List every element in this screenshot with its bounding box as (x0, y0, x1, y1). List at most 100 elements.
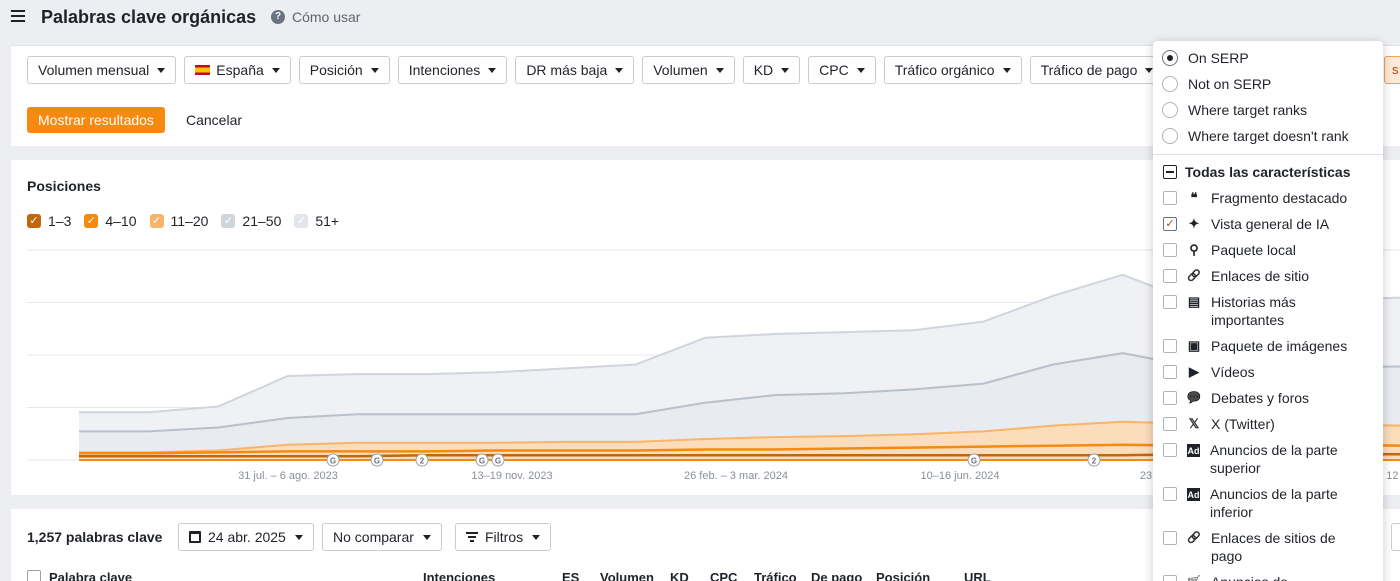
filter-country[interactable]: España (184, 56, 291, 84)
radio-label: Where target ranks (1188, 102, 1308, 118)
feature-checkbox[interactable] (1163, 191, 1177, 205)
ad-top-icon: Ad (1187, 444, 1200, 457)
serp-feature-option[interactable]: 💬 Debates y foros (1163, 389, 1351, 407)
column-header[interactable]: Intenciones (423, 570, 496, 581)
legend-checkbox[interactable]: ✓ (84, 214, 99, 228)
legend-item[interactable]: ✓ 1–3 (27, 213, 71, 229)
cancel-button[interactable]: Cancelar (186, 112, 243, 128)
filter-monthly-volume[interactable]: Volumen mensual (27, 56, 177, 84)
all-features-option[interactable]: Todas las características (1163, 163, 1351, 181)
legend-checkbox[interactable]: ✓ (221, 214, 236, 228)
serp-feature-option[interactable]: 𝕏 X (Twitter) (1163, 415, 1351, 433)
column-header[interactable]: URL (964, 570, 991, 581)
annotation-marker (415, 453, 429, 467)
legend-checkbox[interactable]: ✓ (27, 214, 41, 228)
feature-checkbox[interactable] (1163, 487, 1177, 501)
feature-checkbox[interactable] (1163, 575, 1177, 581)
x-axis-label: 26 feb. – 3 mar. 2024 (684, 470, 788, 482)
show-results-button[interactable]: Mostrar resultados (27, 107, 165, 133)
feature-checkbox[interactable] (1163, 417, 1177, 431)
filter-intents[interactable]: Intenciones (397, 56, 508, 84)
filter-row: Volumen mensual España Posición Intencio… (27, 56, 1165, 84)
serp-feature-option[interactable]: ▣ Paquete de imágenes (1163, 337, 1351, 355)
legend-checkbox[interactable]: ✓ (149, 214, 164, 228)
link-icon: 🔗 (1187, 532, 1201, 544)
filter-volume[interactable]: Volumen (642, 56, 735, 84)
chart-legend: ✓ 1–3 ✓ 4–10 ✓ 11–20 ✓ 21–50 ✓ 51+ (27, 213, 339, 229)
feature-checkbox[interactable] (1163, 295, 1177, 309)
feature-checkbox[interactable] (1163, 243, 1177, 257)
column-header[interactable]: CPC (710, 570, 738, 581)
feature-checkbox[interactable] (1163, 365, 1177, 379)
filter-lowest-dr[interactable]: DR más baja (515, 56, 635, 84)
legend-item[interactable]: ✓ 4–10 (84, 213, 137, 229)
serp-feature-option[interactable]: ❝ Fragmento destacado (1163, 189, 1351, 207)
annotation-marker (967, 453, 981, 467)
menu-icon[interactable] (11, 10, 25, 22)
legend-item[interactable]: ✓ 11–20 (149, 213, 209, 229)
feature-label: Debates y foros (1211, 390, 1310, 406)
all-features-checkbox[interactable] (1163, 165, 1177, 179)
feature-checkbox[interactable]: ✓ (1163, 217, 1177, 231)
annotation-marker (475, 453, 489, 467)
legend-item[interactable]: ✓ 21–50 (221, 213, 281, 229)
serp-feature-option[interactable]: ▶ Vídeos (1163, 363, 1351, 381)
column-header[interactable]: De pago (811, 570, 863, 581)
legend-item[interactable]: ✓ 51+ (294, 213, 339, 229)
serp-radio-option[interactable]: Not on SERP (1162, 76, 1271, 92)
filter-paid-traffic[interactable]: Tráfico de pago (1029, 56, 1165, 84)
radio-selected[interactable] (1162, 50, 1178, 66)
column-header[interactable]: Volumen (600, 570, 654, 581)
page-title: Palabras clave orgánicas (41, 7, 257, 27)
column-header[interactable]: Palabra clave (49, 570, 133, 581)
feature-checkbox[interactable] (1163, 531, 1177, 545)
serp-feature-option[interactable]: Ad Anuncios de la parte inferior (1163, 485, 1350, 521)
feature-checkbox[interactable] (1163, 269, 1177, 283)
column-header[interactable]: ES (562, 570, 580, 581)
serp-feature-option[interactable]: 🔗 Enlaces de sitios de pago (1163, 529, 1351, 565)
feature-checkbox[interactable] (1163, 391, 1177, 405)
feature-label: Paquete de imágenes (1211, 338, 1348, 354)
legend-checkbox[interactable]: ✓ (294, 214, 309, 228)
radio[interactable] (1162, 128, 1178, 144)
filter-label: Volumen mensual (38, 62, 150, 78)
legend-label: 11–20 (170, 213, 209, 229)
filter-label: DR más baja (526, 62, 608, 78)
serp-feature-option[interactable]: ✓ ✦ Vista general de IA (1163, 215, 1351, 233)
radio[interactable] (1162, 76, 1178, 92)
serp-feature-option[interactable]: ▤ Historias más importantes (1163, 293, 1351, 329)
column-header[interactable]: Tráfico (754, 570, 797, 581)
filter-organic-traffic[interactable]: Tráfico orgánico (883, 56, 1022, 84)
compare-label: No comparar (333, 529, 414, 545)
feature-checkbox[interactable] (1163, 339, 1177, 353)
help-icon[interactable]: ? (271, 10, 285, 24)
feature-checkbox[interactable] (1163, 443, 1177, 457)
date-label: 24 abr. 2025 (208, 529, 286, 545)
serp-feature-option[interactable]: Ad Anuncios de la parte superior (1163, 441, 1350, 477)
serp-feature-option[interactable]: 🛒 Anuncios de Shopping (1163, 573, 1351, 581)
annotation-marker-label: G (495, 457, 501, 466)
filter-label: Posición (309, 62, 363, 78)
radio[interactable] (1162, 102, 1178, 118)
serp-radio-option[interactable]: Where target ranks (1162, 102, 1307, 118)
serp-radio-option[interactable]: On SERP (1162, 50, 1249, 66)
filters-label: Filtros (485, 529, 524, 545)
filter-kd[interactable]: KD (742, 56, 801, 84)
feature-label: Historias más importantes (1211, 294, 1296, 328)
filter-position[interactable]: Posición (298, 56, 390, 84)
filter-cpc[interactable]: CPC (808, 56, 876, 84)
column-header[interactable]: Posición (876, 570, 931, 581)
serp-feature-option[interactable]: ⚲ Paquete local (1163, 241, 1351, 259)
serp-feature-option[interactable]: 🔗 Enlaces de sitio (1163, 267, 1351, 285)
date-picker-button[interactable]: 24 abr. 2025 (178, 523, 314, 551)
export-button[interactable] (1391, 523, 1400, 551)
serp-radio-option[interactable]: Where target doesn't rank (1162, 128, 1349, 144)
column-header[interactable]: KD (670, 570, 689, 581)
filters-button[interactable]: Filtros (455, 523, 552, 551)
filter-label: KD (753, 62, 774, 78)
positions-chart: 31 jul. – 6 ago. 2023 13–19 nov. 2023 26 f… (27, 249, 1400, 482)
help-link[interactable]: Cómo usar (292, 9, 361, 25)
select-all-checkbox[interactable] (27, 570, 41, 581)
compare-select[interactable]: No comparar (322, 523, 442, 551)
serp-features-filter-button[interactable]: s S (1384, 56, 1400, 84)
